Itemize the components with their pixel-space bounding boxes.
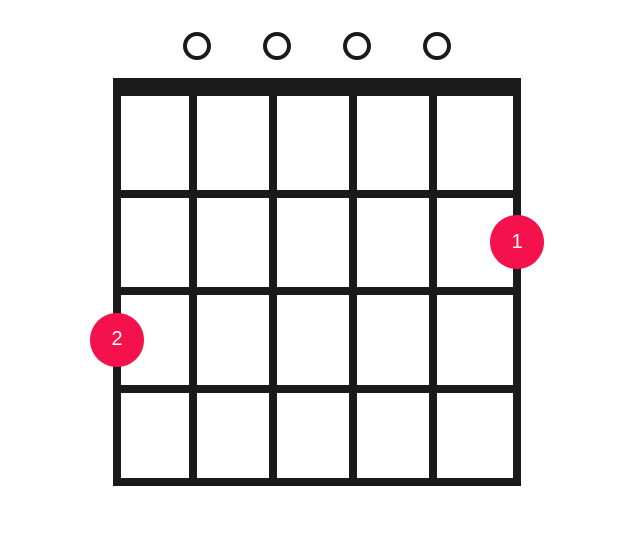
open-string-marker bbox=[423, 32, 451, 60]
fret-line bbox=[113, 385, 521, 393]
open-string-marker bbox=[343, 32, 371, 60]
fretboard bbox=[113, 78, 521, 486]
finger-label: 1 bbox=[511, 231, 522, 254]
fret-line bbox=[113, 287, 521, 295]
finger-position: 1 bbox=[490, 215, 544, 269]
open-string-marker bbox=[263, 32, 291, 60]
fret-line bbox=[113, 190, 521, 198]
string-line bbox=[269, 78, 277, 478]
string-line bbox=[349, 78, 357, 478]
finger-label: 2 bbox=[111, 328, 122, 351]
open-string-marker bbox=[183, 32, 211, 60]
string-line bbox=[429, 78, 437, 478]
chord-diagram: 12 bbox=[113, 78, 521, 486]
finger-position: 2 bbox=[90, 313, 144, 367]
string-line bbox=[189, 78, 197, 478]
nut bbox=[121, 78, 513, 96]
